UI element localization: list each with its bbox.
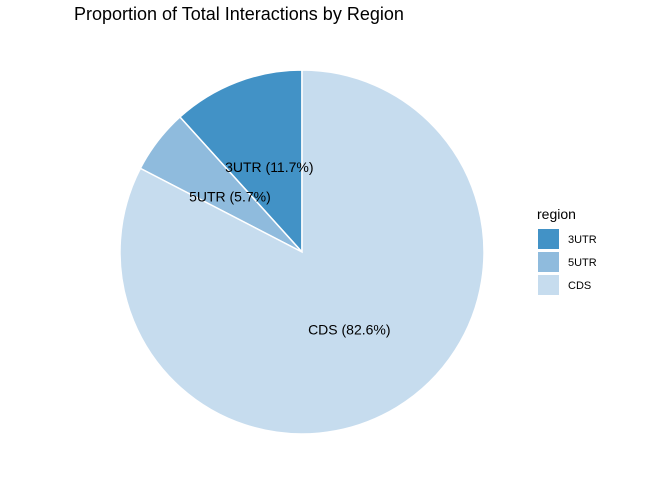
- legend-key-cds: [538, 275, 559, 295]
- pie-slice-cds: [119, 69, 485, 435]
- legend-label: 5UTR: [568, 257, 597, 269]
- slice-label: 3UTR (11.7%): [225, 159, 313, 175]
- legend-label: CDS: [568, 280, 591, 292]
- legend-label: 3UTR: [568, 234, 597, 246]
- slice-label: CDS (82.6%): [308, 322, 390, 338]
- legend-key-5utr: [538, 252, 559, 272]
- legend-title: region: [537, 206, 576, 222]
- pie-slice-3utr: [178, 69, 303, 254]
- slice-label: 5UTR (5.7%): [189, 188, 271, 204]
- legend-key-3utr: [538, 229, 559, 249]
- chart-title: Proportion of Total Interactions by Regi…: [74, 4, 404, 24]
